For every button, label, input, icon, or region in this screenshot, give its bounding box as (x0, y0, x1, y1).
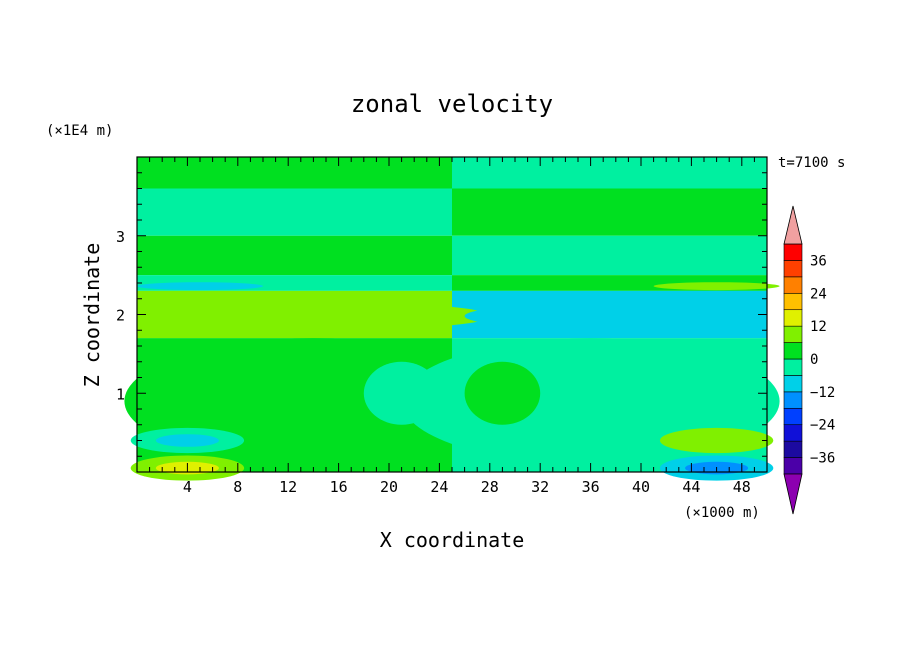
colorbar-extend-top (783, 205, 803, 245)
colorbar-tick-label: 12 (810, 319, 827, 335)
x-axis-label: X coordinate (380, 528, 525, 552)
colorbar-tick-label: −12 (810, 385, 835, 401)
x-tick-label: 28 (481, 478, 499, 496)
colorbar-segment (783, 424, 803, 442)
colorbar-segment (783, 375, 803, 393)
colorbar-segment (783, 391, 803, 409)
colorbar-tick-label: 0 (810, 352, 818, 368)
colorbar-segment (783, 457, 803, 475)
y-tick-label: 1 (116, 385, 125, 403)
colorbar-segment (783, 325, 803, 343)
colorbar-tick-label: 36 (810, 253, 827, 269)
colorbar-segment (783, 440, 803, 458)
y-tick-label: 2 (116, 307, 125, 325)
x-tick-label: 48 (733, 478, 751, 496)
colorbar-tick-label: 24 (810, 286, 827, 302)
x-tick-label: 16 (330, 478, 348, 496)
field-lobe (155, 434, 219, 447)
field-band (452, 157, 767, 189)
field-lobe (363, 361, 440, 425)
x-tick-label: 8 (233, 478, 242, 496)
x-tick-label: 36 (582, 478, 600, 496)
x-tick-label: 20 (380, 478, 398, 496)
x-tick-label: 32 (531, 478, 549, 496)
velocity-field (124, 157, 780, 481)
colorbar-segment (783, 407, 803, 426)
x-axis-ticks: 4 8 12 16 20 24 28 32 36 40 44 48 (149, 157, 755, 496)
field-band (137, 235, 452, 276)
colorbar-segment (783, 309, 803, 327)
x-tick-label: 24 (430, 478, 448, 496)
colorbar-tick-label: −24 (810, 418, 835, 434)
colorbar-extend-bottom (783, 473, 803, 515)
field-lobe (464, 302, 742, 330)
colorbar-segment (783, 243, 803, 261)
colorbar-segment (783, 260, 803, 278)
field-band (452, 188, 767, 236)
y-unit-label: (×1E4 m) (46, 123, 113, 139)
colorbar: 36 24 12 0 −12 −24 −36 (783, 205, 835, 515)
x-unit-label: (×1000 m) (684, 505, 760, 521)
time-label: t=7100 s (778, 155, 845, 171)
y-tick-label: 3 (116, 228, 125, 246)
colorbar-tick-label: −36 (810, 451, 835, 467)
field-band (452, 235, 767, 276)
x-tick-label: 40 (632, 478, 650, 496)
colorbar-segment (783, 276, 803, 294)
field-lobe (685, 434, 749, 447)
field-lobe (212, 302, 490, 330)
field-band (137, 188, 452, 236)
y-axis-label: Z coordinate (80, 243, 104, 388)
field-lobe (137, 282, 263, 291)
chart-title: zonal velocity (351, 90, 553, 118)
x-tick-label: 12 (279, 478, 297, 496)
field-lobe (653, 282, 780, 291)
x-tick-label: 44 (682, 478, 700, 496)
field-band (137, 157, 452, 189)
colorbar-segment (783, 342, 803, 360)
y-axis-ticks: 1 2 3 (116, 172, 767, 457)
x-tick-label: 4 (183, 478, 192, 496)
colorbar-segment (783, 292, 803, 311)
colorbar-segment (783, 358, 803, 376)
field-lobe (464, 361, 541, 425)
